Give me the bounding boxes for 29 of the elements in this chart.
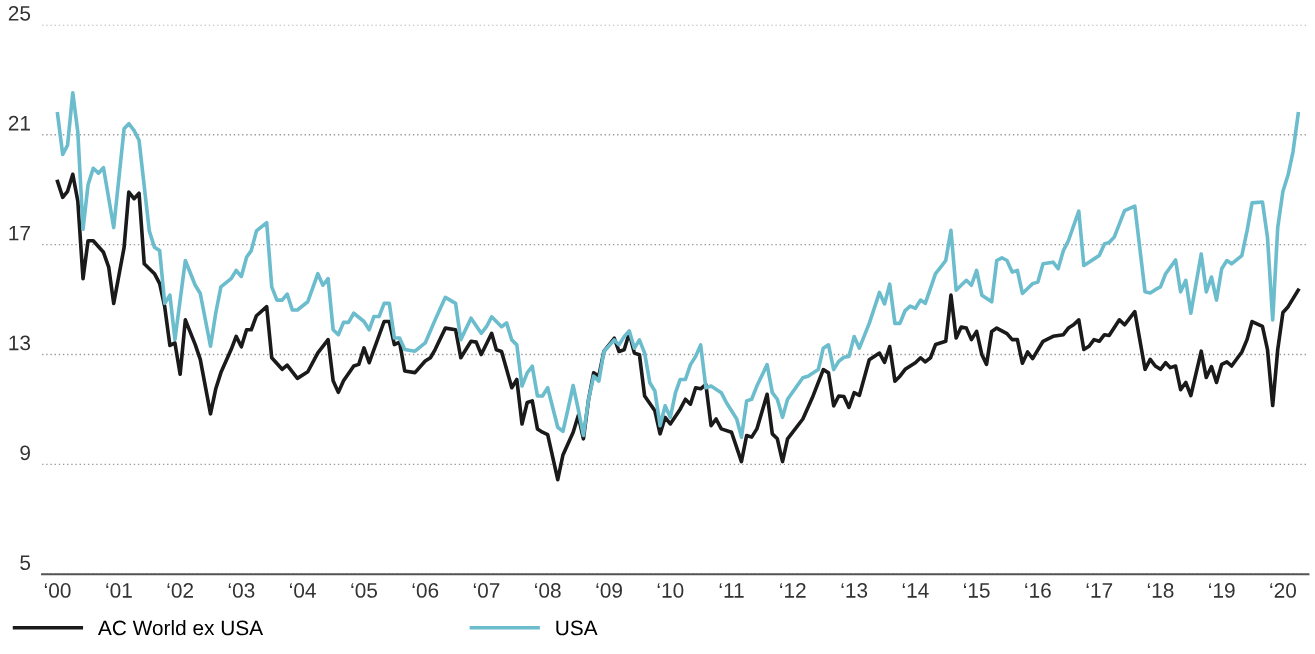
y-tick-label: 5	[20, 555, 31, 571]
x-tick-label: ‘20	[1270, 583, 1297, 598]
x-tick-label: ‘19	[1209, 583, 1235, 598]
x-tick-label: ‘12	[780, 583, 806, 598]
x-tick-label: ‘08	[535, 583, 561, 598]
x-tick-label: ‘17	[1086, 583, 1113, 598]
y-tick-label: 25	[8, 5, 31, 21]
x-tick-label: ‘06	[412, 583, 439, 598]
x-tick-label: ‘09	[596, 583, 622, 598]
x-tick-label: ‘10	[657, 583, 684, 598]
x-tick-label: ‘13	[841, 583, 868, 598]
x-tick-label: ‘05	[351, 583, 378, 598]
legend-label: AC World ex USA	[97, 620, 264, 636]
x-tick-label: ‘11	[719, 583, 744, 598]
x-tick-label: ‘03	[228, 583, 255, 598]
y-tick-label: 9	[20, 445, 30, 461]
x-tick-label: ‘18	[1147, 583, 1174, 598]
x-tick-label: ‘04	[289, 583, 316, 598]
x-tick-label: ‘01	[106, 583, 132, 598]
x-tick-label: ‘14	[902, 583, 929, 598]
x-tick-label: ‘02	[167, 583, 193, 598]
x-tick-label: ‘00	[44, 583, 71, 598]
legend-label: USA	[556, 620, 598, 636]
y-tick-label: 13	[9, 335, 31, 351]
y-tick-label: 21	[8, 115, 30, 131]
x-tick-label: ‘07	[473, 583, 500, 598]
x-tick-label: ‘15	[964, 583, 990, 598]
x-tick-label: ‘16	[1025, 583, 1051, 598]
y-tick-label: 17	[9, 225, 30, 241]
